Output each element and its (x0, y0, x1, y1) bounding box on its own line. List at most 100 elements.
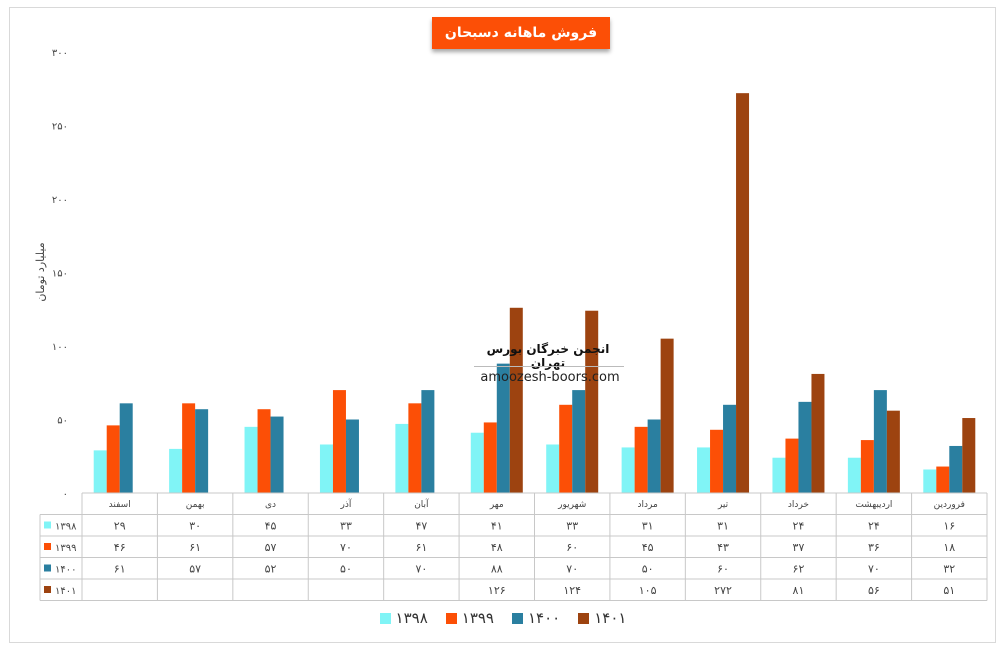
legend-item: ۱۳۹۹ (445, 609, 494, 627)
legend-item: ۱۴۰۰ (512, 609, 560, 627)
data-label: ۲۴ (868, 520, 880, 533)
data-label: ۴۱ (491, 520, 503, 533)
data-label: ۵۶ (868, 584, 880, 597)
y-tick-label: ۰ (63, 489, 68, 500)
data-label: ۴۶ (114, 541, 126, 554)
data-label: ۳۳ (340, 520, 352, 533)
chart-title: فروش ماهانه دسبحان (432, 17, 610, 49)
data-label: ۸۱ (793, 584, 805, 597)
bar (483, 422, 497, 493)
data-label: ۳۶ (868, 541, 880, 554)
x-tick-label: اسفند (109, 500, 131, 510)
bar (936, 466, 950, 493)
bar (847, 457, 861, 493)
bar (873, 390, 887, 493)
bar (421, 390, 435, 493)
table-series-name: ۱۳۹۹ (55, 543, 76, 554)
bar (408, 403, 422, 493)
legend-label: ۱۳۹۹ (461, 609, 494, 627)
bar (559, 404, 573, 493)
bar (509, 307, 523, 493)
bar (660, 338, 674, 493)
bar (585, 310, 599, 493)
data-label: ۶۰ (717, 563, 729, 576)
x-tick-label: فروردین (934, 500, 965, 510)
bar (572, 390, 586, 493)
bar (949, 445, 963, 493)
bar (319, 444, 333, 493)
x-tick-label: اردیبهشت (855, 500, 892, 510)
bar (860, 440, 874, 493)
table-legend-key (44, 543, 51, 550)
legend-item: ۱۳۹۸ (379, 609, 428, 627)
legend-label: ۱۴۰۰ (528, 609, 561, 627)
legend-swatch (445, 612, 457, 624)
data-label: ۷۰ (868, 563, 880, 576)
legend-label: ۱۳۹۸ (395, 609, 428, 627)
bar (923, 469, 937, 493)
data-label: ۲۹ (114, 520, 126, 533)
bar (723, 404, 737, 493)
table-legend-key (44, 564, 51, 572)
data-label: ۶۱ (114, 563, 126, 576)
data-label: ۳۰ (189, 520, 201, 533)
data-label: ۵۷ (189, 563, 201, 576)
table-series-name: ۱۴۰۰ (55, 565, 76, 576)
legend-swatch (512, 612, 523, 624)
data-label: ۵۷ (265, 541, 277, 554)
bar (395, 423, 409, 493)
data-label: ۶۱ (189, 541, 201, 554)
data-label: ۱۰۵ (639, 584, 657, 597)
y-tick-label: ۱۵۰ (52, 269, 68, 280)
data-label: ۸۸ (491, 563, 503, 576)
watermark-divider (474, 366, 624, 367)
table-legend-key (44, 521, 51, 529)
table-series-name: ۱۳۹۸ (55, 522, 77, 533)
bar (244, 426, 258, 493)
data-label: ۴۷ (415, 520, 427, 533)
data-label: ۴۳ (717, 541, 729, 554)
data-label: ۶۱ (415, 541, 427, 554)
x-tick-label: خرداد (788, 500, 809, 510)
data-label: ۱۲۴ (563, 584, 581, 597)
bar (470, 432, 484, 493)
bar (546, 444, 560, 493)
x-tick-label: آبان (414, 498, 429, 510)
legend-label: ۱۴۰۱ (594, 609, 627, 627)
data-label: ۲۴ (793, 520, 805, 533)
bar (93, 450, 107, 493)
bar (257, 409, 271, 493)
bar (634, 426, 648, 493)
bar (270, 416, 284, 493)
bar (811, 373, 825, 493)
bar (697, 447, 711, 493)
bar (119, 403, 133, 493)
bar (798, 401, 812, 493)
bar (332, 390, 346, 493)
x-tick-label: آذر (340, 498, 352, 510)
chart-frame (9, 7, 996, 643)
data-label: ۳۷ (793, 541, 805, 554)
y-tick-label: ۳۰۰ (52, 48, 68, 59)
y-tick-label: ۲۰۰ (52, 195, 68, 206)
bar (736, 93, 750, 493)
data-label: ۱۶ (943, 520, 955, 533)
table-series-name: ۱۴۰۱ (55, 586, 76, 597)
bar (106, 425, 120, 493)
x-tick-label: تیر (717, 500, 729, 510)
data-label: ۵۰ (340, 563, 352, 576)
bar (886, 410, 900, 493)
data-label: ۵۰ (642, 563, 654, 576)
data-label: ۳۱ (717, 520, 729, 533)
legend-swatch (379, 612, 391, 624)
bar (169, 448, 183, 493)
x-tick-label: مرداد (637, 500, 657, 510)
table-legend-key (44, 586, 51, 593)
data-label: ۳۲ (943, 563, 955, 576)
data-label: ۴۵ (642, 541, 654, 554)
data-label: ۴۸ (491, 541, 503, 554)
data-label: ۶۲ (793, 563, 805, 576)
y-tick-label: ۱۰۰ (52, 342, 68, 353)
y-tick-label: ۵۰ (57, 416, 68, 427)
